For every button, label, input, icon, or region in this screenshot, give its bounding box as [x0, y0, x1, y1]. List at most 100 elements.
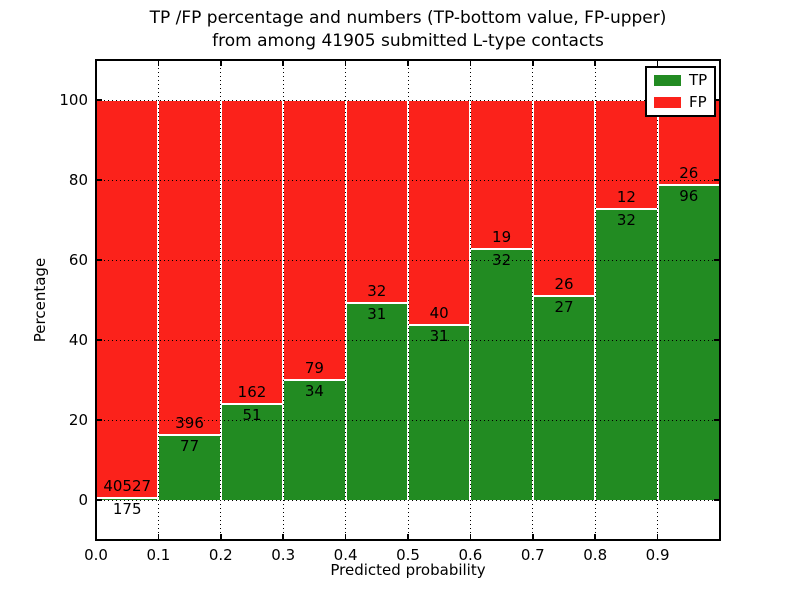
gridline-y — [96, 499, 720, 501]
bar-segment-fp — [409, 101, 470, 327]
bar-value-fp: 396 — [175, 413, 204, 432]
tick-top — [282, 60, 284, 66]
tick-top — [719, 60, 721, 66]
bar-value-tp: 31 — [367, 305, 387, 324]
tick-top — [532, 60, 534, 66]
x-tick-label-0.0: 0.0 — [84, 546, 108, 564]
x-tick-label-0.8: 0.8 — [583, 546, 608, 564]
bar-segment-fp — [471, 101, 532, 251]
chart-title-line-1: TP /FP percentage and numbers (TP-bottom… — [149, 8, 667, 28]
gridline-y — [96, 419, 720, 421]
tick-right — [714, 259, 720, 261]
legend-label-fp: FP — [689, 93, 707, 111]
tick-bottom — [407, 534, 409, 540]
x-tick-label-0.2: 0.2 — [208, 546, 233, 564]
bar-0.9 — [657, 100, 720, 500]
bar-segment-fp — [97, 101, 158, 500]
legend-item-tp: TP — [654, 73, 707, 88]
tick-right — [714, 179, 720, 181]
tick-bottom — [469, 534, 472, 540]
bar-value-fp: 162 — [237, 383, 267, 402]
tick-bottom — [532, 534, 534, 540]
tick-bottom — [220, 534, 222, 540]
bar-0.3 — [283, 100, 346, 500]
tick-bottom — [656, 534, 659, 540]
legend: TP FP — [645, 66, 717, 117]
bar-value-fp: 32 — [367, 282, 387, 301]
tick-top — [656, 60, 659, 66]
y-tick-label-80: 80 — [68, 171, 88, 189]
legend-label-tp: TP — [689, 71, 708, 89]
tick-bottom — [282, 534, 284, 540]
tick-top — [220, 60, 222, 66]
x-tick-label-0.6: 0.6 — [458, 546, 483, 564]
bar-value-tp: 77 — [180, 436, 200, 455]
bar-value-fp: 26 — [554, 275, 574, 294]
x-axis-label: Predicted probability — [330, 561, 486, 579]
bar-value-fp: 40527 — [103, 477, 152, 496]
tick-top — [407, 60, 409, 66]
tick-left — [96, 499, 102, 501]
legend-swatch-tp — [654, 75, 681, 86]
tick-top — [344, 60, 347, 66]
tick-left — [96, 99, 102, 101]
bar-value-tp: 32 — [492, 251, 512, 270]
bar-value-fp: 12 — [616, 188, 636, 207]
bar-segment-fp — [533, 101, 595, 298]
tick-top — [594, 60, 596, 66]
gridline-x — [157, 60, 159, 540]
y-tick-label-40: 40 — [68, 331, 88, 349]
bar-0.4 — [345, 100, 408, 500]
x-tick-label-0.3: 0.3 — [271, 546, 296, 564]
tick-top — [469, 60, 472, 66]
chart-title-line-2: from among 41905 submitted L-type contac… — [212, 31, 604, 51]
gridline-y — [96, 339, 720, 341]
bar-0.1 — [158, 100, 221, 500]
gridline-x — [345, 60, 347, 540]
bar-segment-fp — [346, 101, 407, 305]
chart-title: TP /FP percentage and numbers (TP-bottom… — [96, 7, 720, 53]
tick-top — [157, 60, 160, 66]
tick-left — [96, 339, 102, 341]
tick-bottom — [594, 534, 596, 540]
tick-left — [96, 259, 102, 261]
tick-right — [714, 419, 720, 421]
tick-bottom — [344, 534, 347, 540]
tick-right — [714, 499, 720, 501]
tick-left — [96, 419, 102, 421]
y-tick-label-100: 100 — [59, 91, 88, 109]
x-tick-label-0.1: 0.1 — [146, 546, 171, 564]
bar-value-tp: 32 — [616, 211, 636, 230]
tick-bottom — [95, 534, 97, 540]
y-tick-label-20: 20 — [68, 411, 88, 429]
bar-segment-fp — [596, 101, 657, 211]
x-tick-label-0.7: 0.7 — [520, 546, 545, 564]
bar-0.7 — [532, 100, 596, 500]
bar-value-tp: 31 — [429, 327, 449, 346]
legend-swatch-fp — [654, 97, 681, 108]
bar-value-tp: 51 — [242, 406, 262, 425]
gridline-x — [657, 60, 659, 540]
gridline-x — [220, 60, 222, 540]
gridline-x — [532, 60, 534, 540]
tick-right — [714, 99, 720, 101]
bar-0.8 — [595, 100, 658, 500]
gridline-y — [96, 259, 720, 261]
bar-0.2 — [220, 100, 284, 500]
bar-0.0 — [96, 100, 159, 500]
bar-value-tp: 96 — [679, 187, 699, 206]
bar-segment-fp — [284, 101, 345, 381]
tick-bottom — [157, 534, 160, 540]
bar-value-fp: 40 — [429, 304, 449, 323]
gridline-y — [96, 99, 720, 101]
y-tick-label-0: 0 — [78, 491, 88, 509]
x-tick-label-0.4: 0.4 — [333, 546, 358, 564]
bar-segment-fp — [159, 101, 220, 436]
gridline-x — [594, 60, 596, 540]
bar-value-fp: 19 — [492, 228, 512, 247]
gridline-y — [96, 179, 720, 181]
x-tick-label-0.5: 0.5 — [396, 546, 420, 564]
bar-value-fp: 26 — [679, 164, 699, 183]
bar-value-tp: 175 — [112, 500, 142, 519]
